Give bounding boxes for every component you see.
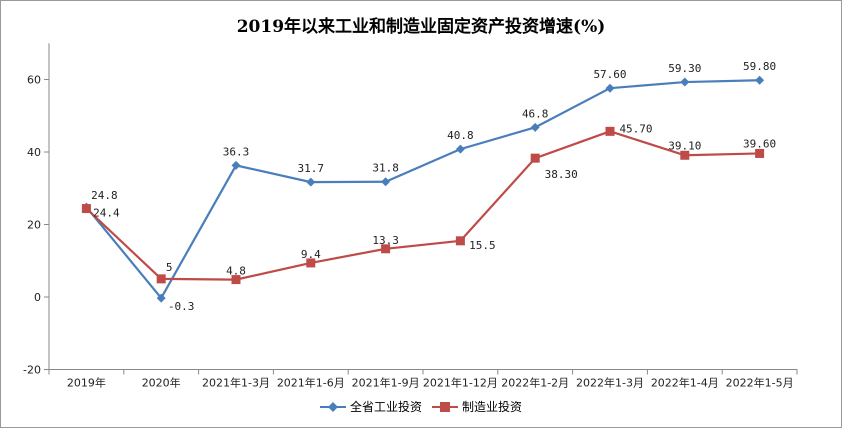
data-label: 39.60 — [743, 137, 776, 150]
data-point-square — [605, 126, 615, 136]
x-tick-label: 2021年1-3月 — [202, 376, 270, 390]
legend-label: 全省工业投资 — [349, 400, 422, 414]
data-label: 15.5 — [469, 239, 496, 252]
data-label: 38.30 — [545, 168, 578, 181]
x-tick-label: 2020年 — [142, 376, 181, 390]
x-tick-label: 2022年1-2月 — [501, 376, 569, 390]
data-point-diamond — [156, 293, 166, 303]
data-point-square — [231, 275, 241, 285]
data-label: 36.3 — [223, 145, 250, 158]
series-line-1 — [85, 130, 760, 281]
data-point-diamond — [680, 77, 690, 87]
y-tick-label: 0 — [34, 291, 41, 304]
data-point-diamond — [605, 83, 615, 93]
square-marker-icon — [432, 401, 458, 412]
data-label: 31.7 — [298, 162, 325, 175]
data-point-diamond — [530, 122, 540, 132]
data-point-square — [306, 258, 316, 268]
data-label: 24.8 — [91, 189, 118, 202]
data-label: 9.4 — [301, 248, 321, 261]
x-tick-label: 2022年1-5月 — [726, 376, 794, 390]
data-label: -0.3 — [168, 300, 195, 313]
data-point-square — [530, 153, 540, 163]
data-label: 5 — [166, 261, 173, 274]
data-point-square — [381, 244, 391, 254]
data-label: 59.80 — [743, 60, 776, 73]
data-label: 13.3 — [372, 234, 399, 247]
legend: 全省工业投资 制造业投资 — [0, 398, 842, 415]
data-label: 45.70 — [619, 122, 652, 135]
x-tick-label: 2022年1-3月 — [576, 376, 644, 390]
y-tick-label: -20 — [23, 364, 41, 377]
legend-label: 制造业投资 — [462, 400, 523, 414]
data-label: 24.4 — [93, 207, 120, 220]
chart-title: 2019年以来工业和制造业固定资产投资增速(%) — [236, 17, 606, 37]
legend-item-manufacturing: 制造业投资 — [432, 398, 522, 415]
x-tick-label: 2021年1-9月 — [352, 376, 420, 390]
legend-item-industry: 全省工业投资 — [319, 398, 422, 415]
data-point-square — [680, 150, 690, 160]
data-point-square — [156, 274, 166, 284]
data-label: 59.30 — [668, 62, 701, 75]
data-label: 4.8 — [226, 265, 246, 278]
data-point-square — [755, 148, 765, 158]
data-point-diamond — [455, 144, 465, 154]
x-tick-label: 2021年1-12月 — [423, 376, 498, 390]
y-tick-label: 60 — [27, 74, 41, 87]
diamond-marker-icon — [319, 401, 346, 412]
data-point-diamond — [755, 75, 765, 85]
data-point-square — [455, 236, 465, 246]
data-point-square — [81, 204, 91, 214]
data-label: 39.10 — [668, 139, 701, 152]
data-point-diamond — [381, 177, 391, 187]
data-point-diamond — [231, 160, 241, 170]
data-label: 57.60 — [593, 68, 626, 81]
y-tick-label: 20 — [27, 219, 41, 232]
data-label: 46.8 — [522, 107, 549, 120]
series-line-0 — [85, 79, 760, 301]
y-tick-label: 40 — [27, 146, 41, 159]
x-tick-label: 2022年1-4月 — [651, 376, 719, 390]
data-label: 31.8 — [372, 162, 399, 175]
data-label: 40.8 — [447, 129, 474, 142]
data-point-diamond — [306, 177, 316, 187]
x-tick-label: 2021年1-6月 — [277, 376, 345, 390]
x-tick-label: 2019年 — [67, 376, 106, 390]
